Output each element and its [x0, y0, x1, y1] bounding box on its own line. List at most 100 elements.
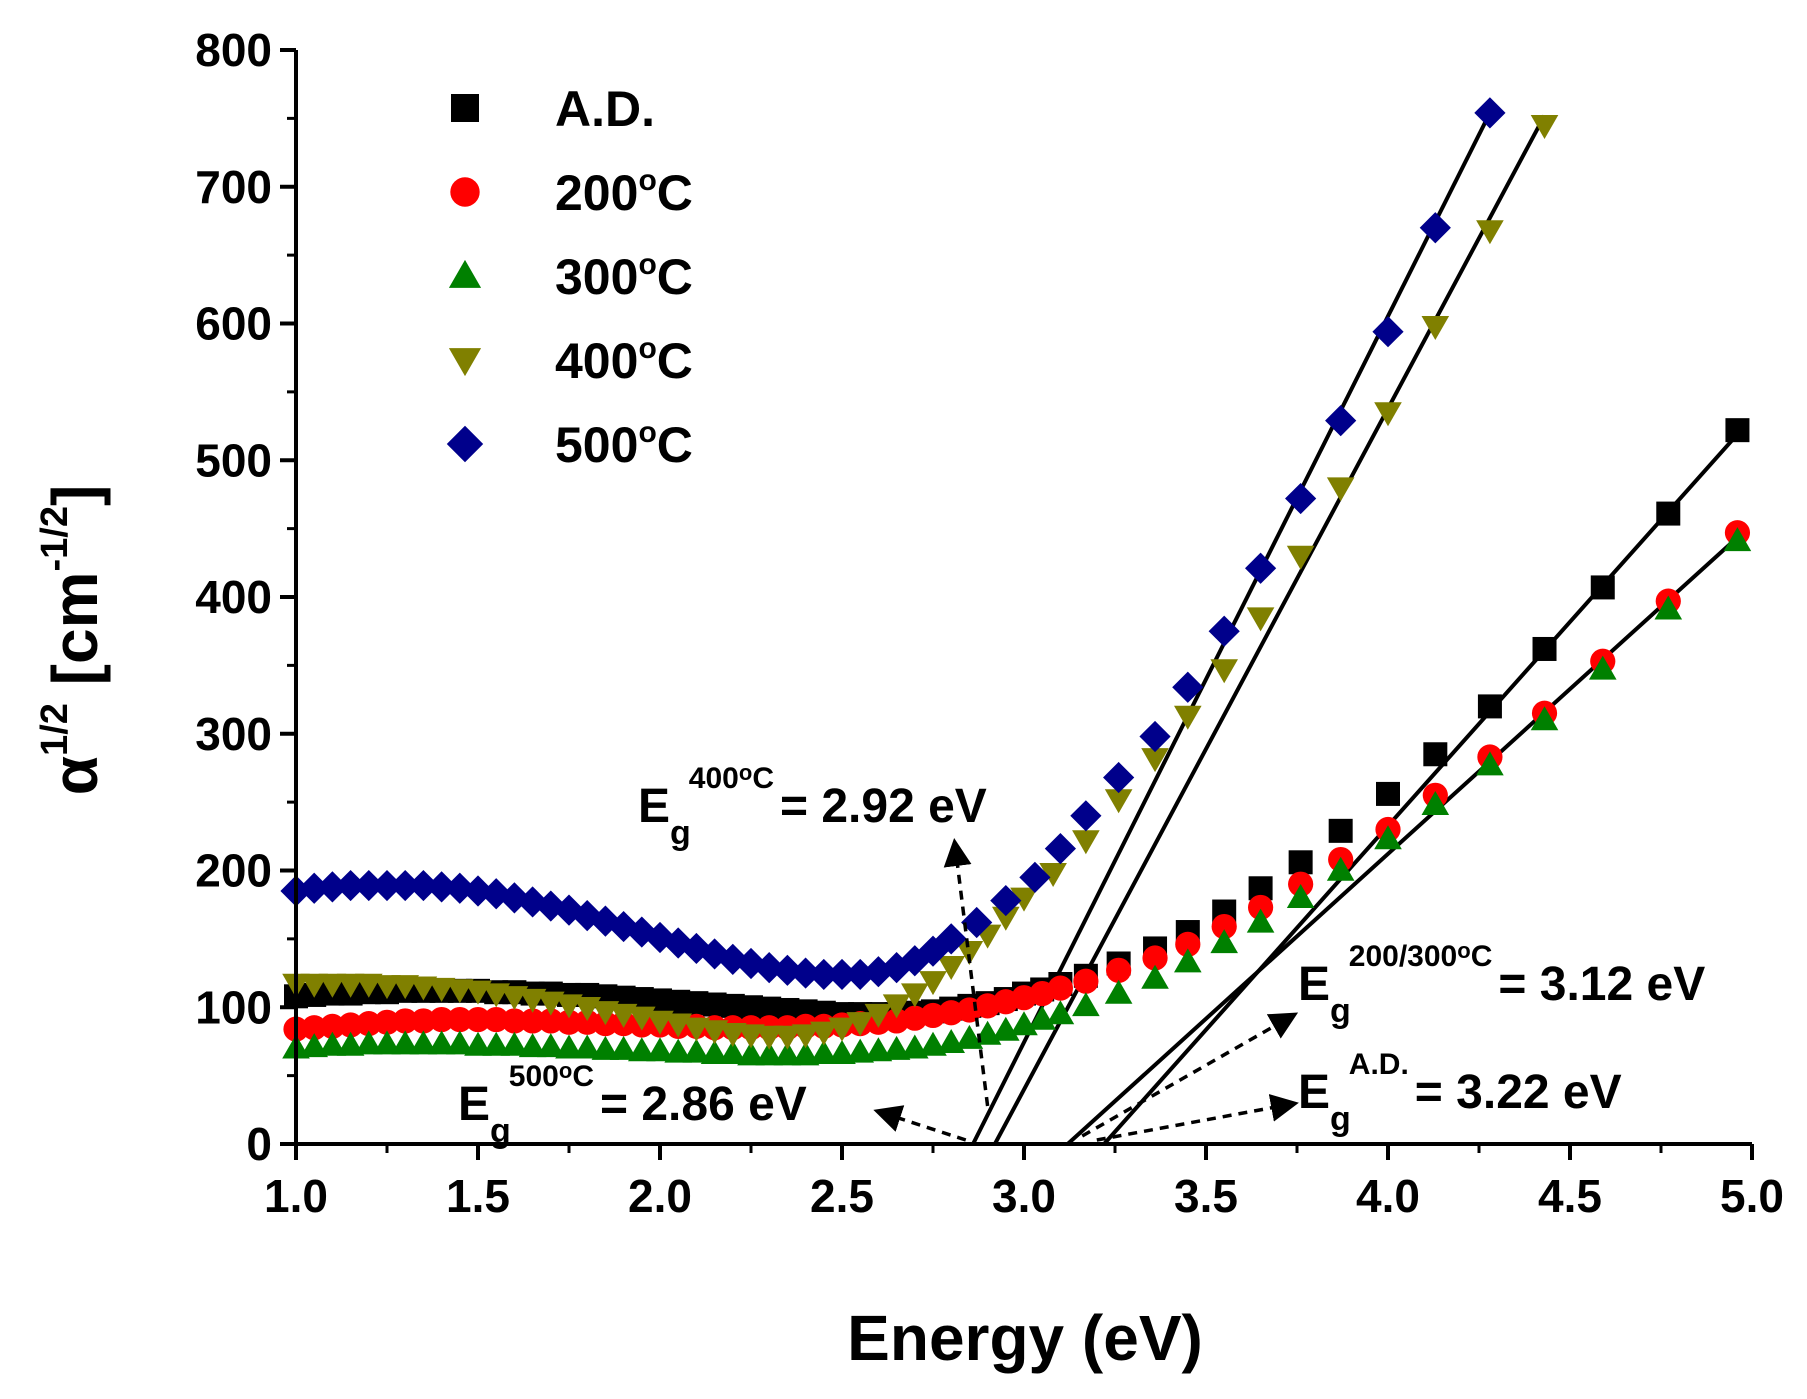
y-axis-unit-close: ] [39, 485, 111, 506]
data-point [300, 973, 328, 998]
data-point [1288, 850, 1313, 875]
annotation-arrow [873, 1105, 967, 1142]
legend-unit: C [657, 333, 693, 389]
eg-superscript: 500 [509, 1060, 559, 1093]
annotation-arrow [943, 838, 990, 1107]
data-point [555, 1034, 583, 1059]
eg-subscript: g [1330, 992, 1351, 1030]
data-point [1103, 761, 1135, 794]
data-point [1588, 655, 1617, 680]
data-point [1139, 720, 1171, 753]
eg-unit: C [752, 762, 774, 795]
data-point [919, 971, 947, 996]
data-point [1046, 1000, 1075, 1025]
data-point [374, 1009, 400, 1035]
data-point [682, 1038, 711, 1063]
data-point [446, 979, 474, 1004]
data-point [1175, 931, 1201, 957]
series-diamond [280, 97, 1506, 991]
data-point [1072, 830, 1100, 855]
fit-line-3 [1102, 428, 1743, 1146]
legend-marker [450, 177, 480, 207]
data-point [1039, 863, 1067, 888]
annotation-arrow [1081, 1012, 1299, 1138]
legend-temp: 400 [555, 333, 638, 389]
data-point [591, 1035, 620, 1060]
data-point [791, 1041, 820, 1066]
legend-label: 200oC [555, 164, 693, 221]
data-point [717, 943, 749, 975]
legend-degree: o [638, 332, 656, 365]
data-point [826, 958, 858, 991]
y-axis-title: α1/2 [cm-1/2] [34, 485, 111, 796]
legend-label: 400oC [555, 332, 693, 389]
x-tick-label: 1.0 [264, 1170, 328, 1222]
data-point [353, 869, 385, 902]
data-point [737, 1024, 765, 1049]
data-point [1246, 908, 1275, 933]
data-points [280, 97, 1752, 1066]
data-point [990, 884, 1022, 917]
x-tick-label: 4.5 [1538, 1170, 1602, 1222]
data-point [1423, 742, 1448, 767]
bandgap-label: Eg A.D.= 3.22 eV [1298, 1048, 1622, 1138]
eg-value: = 3.22 eV [1415, 1066, 1622, 1119]
data-point [937, 956, 965, 981]
eg-unit: C [572, 1060, 594, 1093]
data-point [427, 1030, 456, 1055]
data-point [389, 869, 421, 902]
x-axis-title: Energy (eV) [847, 1302, 1203, 1374]
series-triangle-down [282, 115, 1559, 1050]
legend-marker [448, 259, 482, 288]
eg-symbol: E [458, 1078, 490, 1131]
data-point [1477, 694, 1502, 719]
eg-value: = 2.92 eV [780, 780, 987, 833]
legend-degree: o [638, 248, 656, 281]
x-tick-label: 4.0 [1356, 1170, 1420, 1222]
data-point [501, 1008, 527, 1034]
data-point [1286, 545, 1315, 570]
data-point [961, 906, 993, 939]
x-tick-label: 2.0 [628, 1170, 692, 1222]
eg-value: = 2.86 eV [600, 1078, 807, 1131]
data-point [355, 973, 383, 998]
annotation-arrow [1096, 1094, 1299, 1142]
data-point [1172, 671, 1204, 703]
data-point [318, 1031, 347, 1056]
data-point [808, 958, 840, 991]
data-point [1248, 894, 1274, 921]
data-point [846, 1038, 874, 1063]
data-point [1210, 659, 1238, 684]
legend-label: 300oC [555, 248, 693, 305]
data-point [1286, 884, 1315, 909]
data-point [935, 923, 967, 955]
data-point [628, 1037, 656, 1062]
y-tick-label: 700 [195, 161, 272, 213]
data-point [1656, 501, 1681, 526]
data-point [1104, 979, 1133, 1004]
data-point [899, 945, 931, 977]
data-point [862, 956, 894, 988]
y-tick-label: 800 [195, 24, 272, 76]
y-tick-label: 400 [195, 571, 272, 623]
data-point [810, 1021, 838, 1046]
data-point [646, 1037, 674, 1062]
y-tick-label: 100 [195, 981, 272, 1033]
data-point [791, 1024, 820, 1049]
data-point [1476, 751, 1504, 776]
data-point [1073, 968, 1099, 994]
data-point [1325, 404, 1357, 437]
data-point [699, 938, 731, 970]
data-point [553, 894, 585, 926]
data-point [355, 1030, 383, 1055]
data-point [1174, 948, 1202, 973]
eg-superscript: 200/300 [1349, 940, 1457, 973]
data-point [1141, 748, 1169, 773]
data-point [828, 1017, 856, 1042]
data-point [1532, 636, 1557, 661]
eg-subscript: g [490, 1112, 511, 1150]
data-point [1421, 316, 1450, 341]
data-point [755, 1041, 783, 1066]
data-point [1326, 856, 1355, 881]
data-point [664, 1038, 692, 1063]
